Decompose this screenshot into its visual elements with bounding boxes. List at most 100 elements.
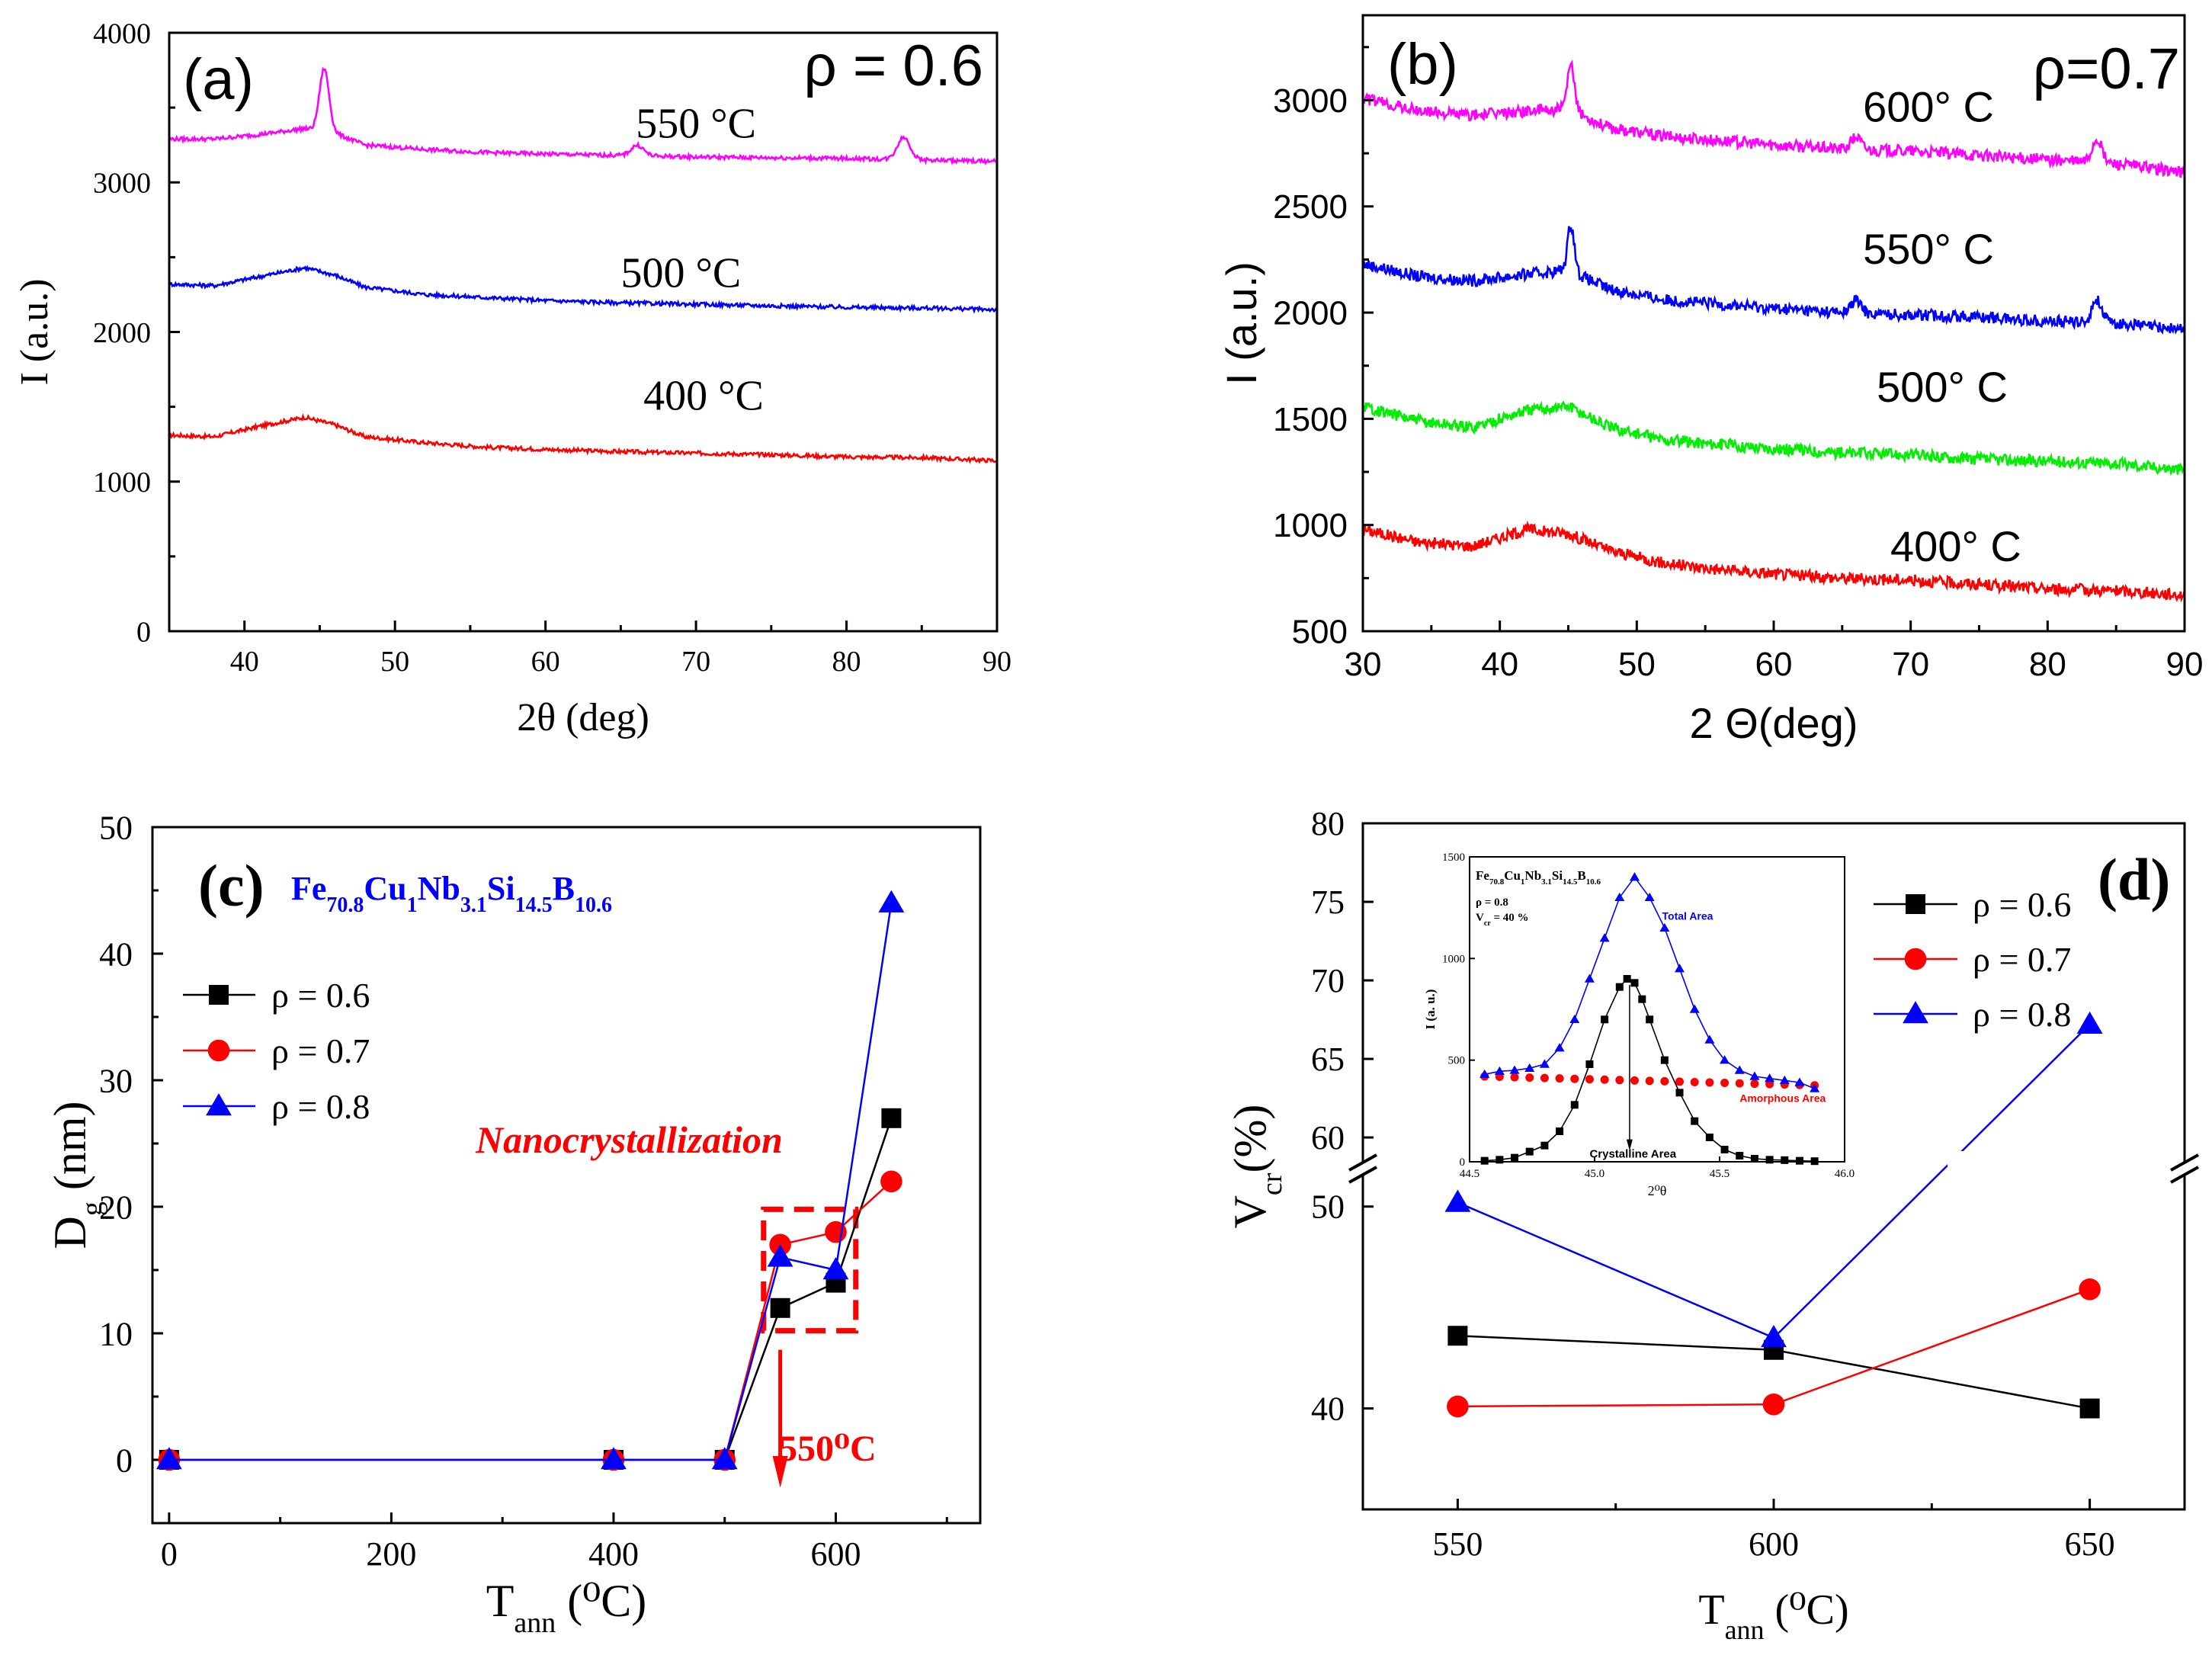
inset-x-tick-label: 46.0 (1835, 1168, 1855, 1180)
formula-subscript: 3.1 (460, 893, 487, 917)
axis-break-mark (1348, 1153, 1377, 1172)
x-axis-title: 2θ (deg) (517, 696, 649, 739)
crystalline-area-point (1691, 1117, 1699, 1125)
y-axis-title: Vcr(%) (1225, 1105, 1288, 1229)
inset-formula-element: Cu (1504, 868, 1521, 883)
xrd-curve-550C (168, 66, 997, 166)
data-point (770, 1297, 790, 1318)
y-tick-label: 80 (1311, 805, 1345, 842)
crystalline-area-point (1511, 1153, 1519, 1162)
total-area-point (1659, 922, 1670, 932)
total-area-point (1734, 1065, 1745, 1074)
data-point (1761, 1324, 1787, 1348)
x-tick-label: 80 (832, 646, 861, 678)
data-point (1762, 1393, 1785, 1416)
composition-formula: Fe70.8Cu1Nb3.1Si14.5B10.6 (291, 870, 612, 917)
curve-label: 500° C (1877, 363, 2008, 411)
x-tick-label: 70 (1892, 646, 1929, 683)
x-tick-label: 60 (531, 646, 560, 678)
y-tick-label: 500 (1292, 613, 1348, 650)
y-title-unit: (nm) (45, 1102, 95, 1202)
xrd-curve-500C (1362, 400, 2185, 476)
data-point (2076, 1011, 2103, 1034)
formula-element: Cu (364, 870, 406, 907)
y-tick-label: 65 (1311, 1041, 1345, 1078)
crystalline-area-point (1585, 1060, 1594, 1068)
total-area-point (1569, 1014, 1580, 1024)
data-point (601, 1447, 627, 1470)
total-area-point (1720, 1055, 1730, 1064)
inset-composition: Fe70.8Cu1Nb3.1Si14.5B10.6 (1476, 868, 1601, 887)
total-area-point (1704, 1034, 1715, 1044)
crystalline-area-point (1750, 1155, 1758, 1163)
inset-x-tick-label: 45.0 (1585, 1168, 1605, 1180)
nanocrystallization-label: Nanocrystallization (475, 1118, 783, 1161)
inset-vcr-symbol: V (1476, 912, 1484, 924)
amorphous-area-point (1660, 1076, 1669, 1086)
rho-annotation: ρ = 0.6 (804, 34, 984, 98)
x-tick-label: 400 (588, 1535, 639, 1573)
x-tick-label: 30 (1345, 646, 1382, 683)
xrd-curve-400C (1361, 520, 2186, 603)
y-tick-label: 2000 (93, 317, 151, 349)
total-area-point (1794, 1077, 1805, 1086)
y-tick-label: 0 (136, 616, 151, 648)
series-line-0 (168, 1118, 893, 1461)
crystalline-area-point (1736, 1152, 1744, 1159)
curve-label: 400° C (1890, 522, 2021, 570)
amorphous-area-point (1705, 1078, 1714, 1087)
y-tick-label: 40 (99, 935, 133, 973)
x-tick-label: 60 (1755, 646, 1793, 683)
amorphous-area-point (1525, 1073, 1534, 1082)
data-point (1444, 1189, 1471, 1212)
crystalline-area-point (1675, 1089, 1684, 1097)
data-point (880, 1170, 902, 1193)
panel-label: (b) (1387, 32, 1458, 97)
x-axis-title: Tann (⁰C) (486, 1576, 647, 1639)
axis-break-gap-left (1352, 1163, 1374, 1175)
total-area-point (1509, 1065, 1520, 1074)
arrow-head (772, 1456, 788, 1488)
formula-subscript: 14.5 (515, 893, 553, 917)
amorphous-area-point (1510, 1073, 1519, 1082)
panel-c-frame (151, 826, 982, 1525)
inset-y-tick-label: 1500 (1442, 852, 1465, 864)
total-area-point (1689, 1004, 1700, 1013)
axis-break-mark (2170, 1166, 2199, 1184)
x-tick-label: 70 (681, 646, 710, 678)
x-tick-label: 600 (810, 1535, 861, 1573)
panel-label: (c) (198, 852, 264, 919)
y-title-unit: (%) (1225, 1105, 1275, 1173)
inset-crystalline-area-label: Crystalline Area (1589, 1148, 1676, 1161)
inset-vcr-value: = 40 % (1491, 912, 1529, 924)
x-tick-label: 80 (2029, 646, 2066, 683)
curve-label: 400 °C (643, 373, 764, 420)
crystalline-area-point (1705, 1134, 1713, 1141)
curve-label: 500 °C (620, 250, 741, 297)
inset-rho: ρ = 0.8 (1476, 896, 1508, 909)
legend-marker (1906, 894, 1925, 914)
crystalline-area-point (1646, 1015, 1654, 1024)
data-point (155, 1447, 182, 1470)
curve-label: 550 °C (636, 100, 756, 147)
amorphous-area-point (1720, 1079, 1730, 1088)
xrd-curve-500C (168, 265, 998, 314)
crystalline-area-point (1630, 979, 1639, 987)
y-tick-label: 1000 (93, 467, 151, 499)
legend-label: ρ = 0.7 (1973, 940, 2071, 979)
data-point (1447, 1326, 1468, 1346)
x-title-unit: (⁰C) (1765, 1586, 1849, 1634)
legend-label: ρ = 0.7 (271, 1031, 370, 1070)
x-axis-title: 2 Θ(deg) (1690, 699, 1858, 747)
y-tick-label: 1500 (1273, 401, 1348, 438)
legend-marker (206, 1093, 232, 1116)
x-tick-label: 650 (2065, 1525, 2115, 1563)
crystalline-area-point (1660, 1056, 1669, 1064)
amorphous-area-point (1540, 1073, 1549, 1082)
amorphous-area-point (1675, 1077, 1685, 1086)
x-axis-title: Tann (⁰C) (1698, 1586, 1848, 1645)
x-tick-label: 90 (2166, 646, 2204, 683)
inset-y-axis-title: I (a. u.) (1423, 989, 1438, 1030)
inset-formula-element: Si (1552, 868, 1563, 883)
legend-label: ρ = 0.6 (271, 976, 370, 1015)
